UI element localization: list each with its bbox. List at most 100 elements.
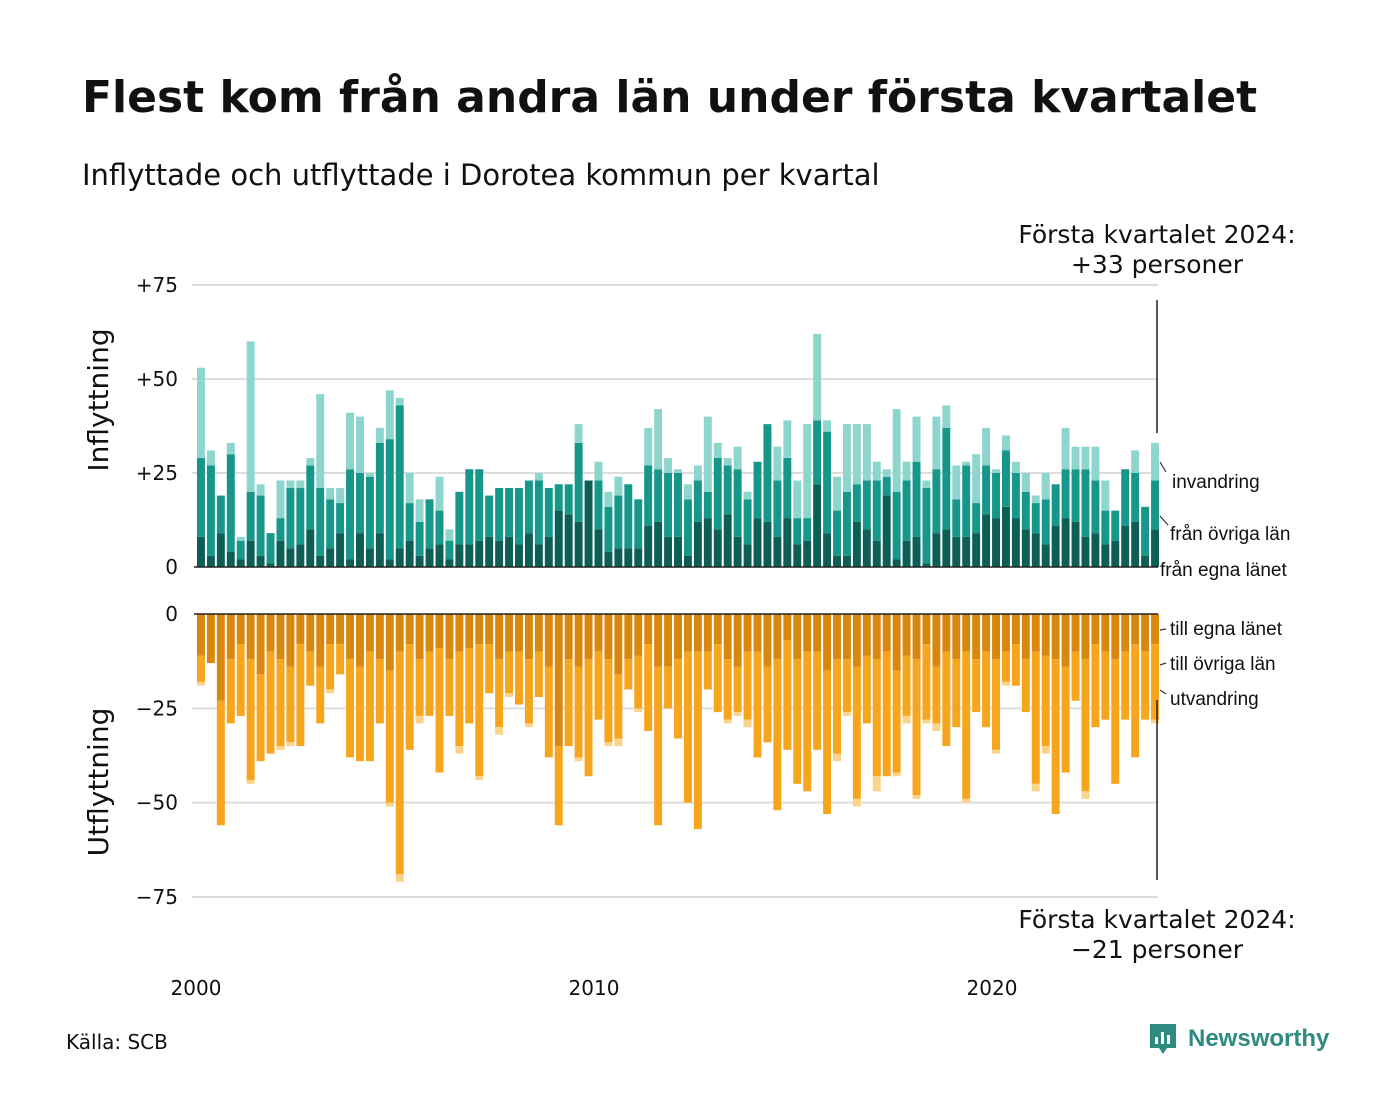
bar-in-ovriga [942, 427, 951, 530]
bar-ut-egna [793, 614, 802, 660]
bar-ut-egna [544, 614, 553, 667]
bar-ut-ovriga [505, 651, 514, 694]
bar-in-ovriga [465, 469, 474, 545]
bar-in-ovriga [992, 473, 1000, 519]
bar-ut-egna [693, 614, 702, 652]
bar-ut-ovriga [296, 644, 305, 747]
bar-ut-utvandring [475, 776, 484, 781]
bar-ut-ovriga [773, 659, 782, 811]
annotation-bottom-line1: Första kvartalet 2024: [1018, 905, 1295, 934]
bar-ut-ovriga [1041, 655, 1050, 747]
bar-in-egna [674, 536, 682, 567]
bar-in-egna [1141, 555, 1150, 567]
bar-ut-ovriga [1131, 644, 1140, 758]
bar-ut-ovriga [1081, 659, 1090, 792]
bar-in-invandring [1061, 427, 1070, 470]
bar-in-egna [316, 555, 325, 567]
bar-ut-egna [445, 614, 454, 660]
bar-ut-utvandring [415, 715, 424, 724]
bar-ut-ovriga [1051, 659, 1060, 814]
series-leader-in [1159, 515, 1169, 526]
bar-in-egna [852, 521, 861, 567]
bar-in-egna [1111, 540, 1120, 567]
bar-in-egna [534, 544, 543, 567]
bar-ut-egna [634, 614, 643, 656]
bar-in-egna [902, 540, 911, 567]
bar-in-ovriga [1071, 469, 1080, 522]
bar-in-ovriga [206, 465, 215, 556]
bar-ut-utvandring [872, 776, 881, 792]
bar-in-ovriga [505, 488, 514, 537]
bar-in-invandring [882, 469, 891, 477]
bar-in-egna [375, 533, 384, 567]
bar-in-ovriga [455, 491, 464, 545]
bar-ut-ovriga [743, 651, 752, 720]
bar-in-invandring [385, 390, 394, 440]
bar-in-ovriga [515, 488, 523, 545]
bar-in-egna [1031, 533, 1040, 567]
bar-in-egna [912, 536, 921, 567]
bar-ut-ovriga [823, 670, 832, 814]
bar-ut-utvandring [574, 757, 583, 762]
bar-ut-egna [972, 614, 981, 660]
bar-ut-egna [1141, 614, 1150, 652]
bar-in-ovriga [833, 510, 841, 556]
bar-ut-utvandring [276, 746, 285, 750]
bar-ut-egna [942, 614, 951, 652]
bar-ut-egna [246, 614, 255, 660]
bar-in-ovriga [276, 518, 285, 541]
bar-in-ovriga [1101, 510, 1110, 545]
bar-ut-egna [534, 614, 543, 652]
bar-in-invandring [1091, 446, 1100, 481]
bar-in-egna [425, 548, 434, 567]
bar-ut-egna [1021, 614, 1030, 660]
bar-in-invandring [405, 473, 414, 504]
bar-ut-egna [783, 614, 792, 641]
migration-chart: 0 +25 +50 +75 0 −25 −50 −75 Inflyttning Utflyttni… [82, 220, 1296, 1000]
bar-ut-ovriga [693, 651, 702, 830]
bar-ut-ovriga [614, 674, 623, 739]
bar-ut-ovriga [1091, 644, 1100, 728]
bar-ut-egna [584, 614, 593, 660]
bar-ut-ovriga [842, 659, 851, 713]
series-leader-out [1159, 689, 1167, 695]
bar-in-egna [842, 555, 851, 567]
bar-ut-utvandring [1151, 719, 1160, 724]
bar-ut-ovriga [872, 659, 881, 777]
bar-in-egna [1131, 521, 1140, 567]
bar-ut-egna [932, 614, 941, 667]
bar-ut-egna [1051, 614, 1060, 660]
bar-ut-egna [1111, 614, 1120, 660]
bar-in-invandring [574, 424, 583, 443]
bar-in-egna [1121, 525, 1130, 567]
bar-ut-egna [644, 614, 653, 645]
bar-ut-ovriga [495, 659, 504, 728]
bar-in-ovriga [664, 473, 673, 537]
bar-in-egna [624, 548, 633, 567]
bar-in-invandring [813, 333, 822, 421]
bar-in-egna [385, 559, 394, 567]
bar-in-egna [693, 521, 702, 567]
bar-in-ovriga [356, 473, 364, 534]
bar-ut-ovriga [902, 655, 911, 716]
bar-ut-ovriga [783, 640, 792, 750]
bar-ut-ovriga [833, 659, 841, 754]
bar-in-ovriga [415, 521, 424, 556]
bar-ut-egna [733, 614, 742, 667]
bar-ut-ovriga [803, 651, 812, 792]
bar-in-egna [524, 533, 533, 567]
bar-in-invandring [982, 427, 991, 466]
series-label-out: utvandring [1170, 689, 1259, 710]
bar-in-egna [246, 540, 255, 567]
bar-in-egna [882, 495, 891, 567]
bar-in-egna [554, 510, 563, 567]
bar-ut-ovriga [1111, 659, 1120, 784]
bar-ut-ovriga [336, 644, 345, 675]
bar-in-egna [584, 480, 593, 567]
bar-ut-egna [833, 614, 841, 660]
bar-ut-ovriga [713, 644, 722, 713]
bar-in-invandring [256, 484, 265, 496]
bar-in-invandring [316, 394, 325, 489]
bar-ut-egna [236, 614, 245, 645]
bar-in-invandring [693, 465, 702, 481]
